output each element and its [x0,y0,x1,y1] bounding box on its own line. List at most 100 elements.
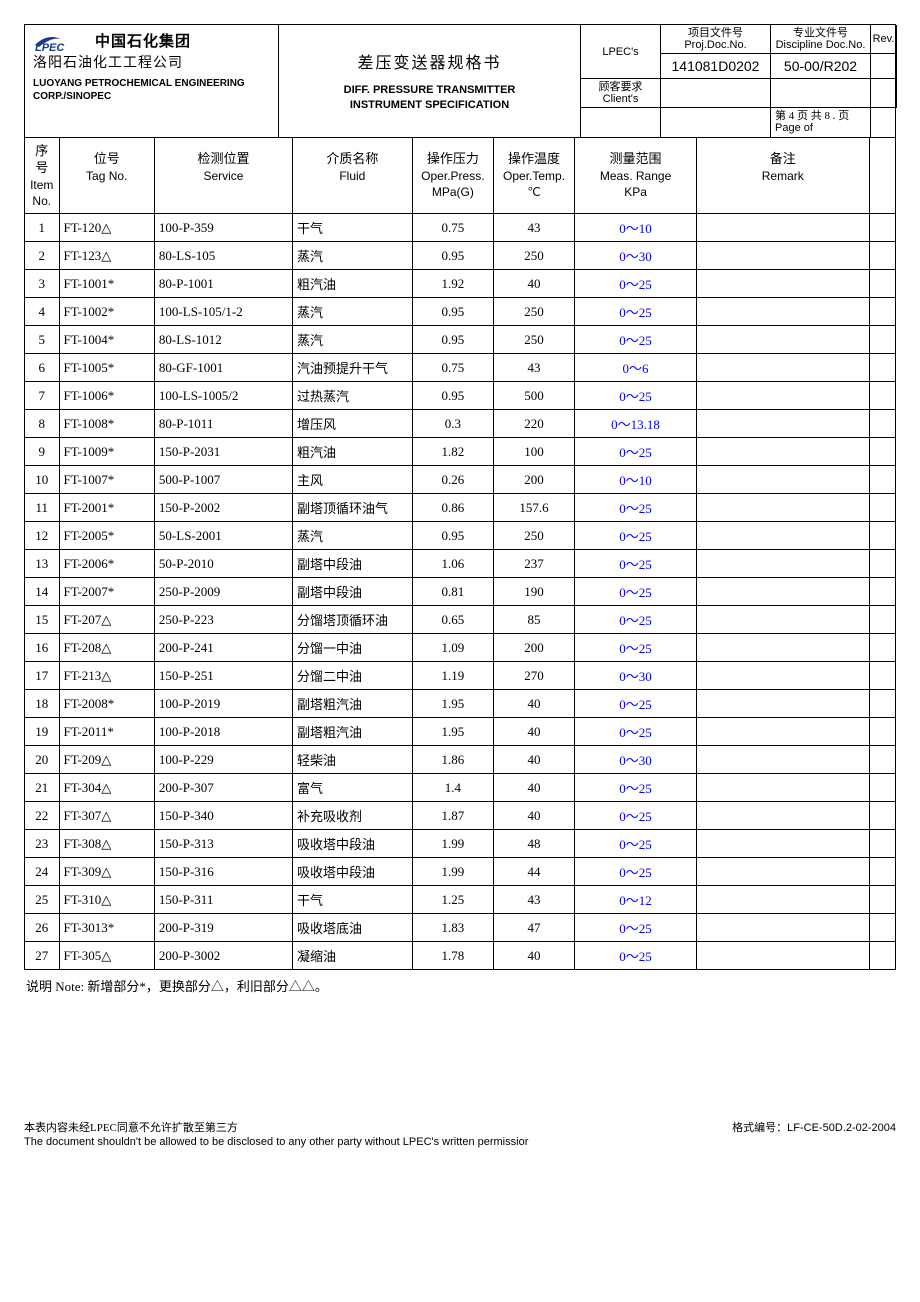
cell-rev [869,774,895,802]
cell-temp: 250 [493,298,574,326]
table-row: 26FT-3013*200-P-319吸收塔底油1.83470～25 [25,914,896,942]
cell-press: 1.09 [412,634,493,662]
cell-service: 200-P-307 [154,774,292,802]
cell-remark [696,298,869,326]
cell-no: 13 [25,550,60,578]
cell-tag: FT-1009* [59,438,154,466]
cell-tag: FT-3013* [59,914,154,942]
cell-range: 0～25 [575,326,697,354]
cell-rev [869,494,895,522]
cell-remark [696,354,869,382]
table-row: 2FT-123△80-LS-105蒸汽0.952500～30 [25,242,896,270]
cell-press: 0.95 [412,242,493,270]
table-row: 23FT-308△150-P-313吸收塔中段油1.99480～25 [25,830,896,858]
cell-no: 18 [25,690,60,718]
cell-press: 0.3 [412,410,493,438]
cell-press: 1.78 [412,942,493,970]
company-name-cn2: 洛阳石油化工工程公司 [33,55,270,73]
th-temp: 操作温度 Oper.Temp. ℃ [493,137,574,213]
cell-temp: 270 [493,662,574,690]
table-row: 13FT-2006*50-P-2010副塔中段油1.062370～25 [25,550,896,578]
lpec-label: LPEC's [581,25,661,79]
cell-fluid: 干气 [292,886,412,914]
cell-rev [869,578,895,606]
table-row: 10FT-1007*500-P-1007主风0.262000～10 [25,466,896,494]
table-header-row: 序号 Item No. 位号 Tag No. 检测位置 Service 介质名称… [25,137,896,213]
cell-range: 0～25 [575,830,697,858]
cell-tag: FT-1002* [59,298,154,326]
cell-temp: 48 [493,830,574,858]
cell-tag: FT-213△ [59,662,154,690]
cell-tag: FT-2007* [59,578,154,606]
cell-fluid: 副塔顶循环油气 [292,494,412,522]
cell-fluid: 分馏一中油 [292,634,412,662]
table-row: 7FT-1006*100-LS-1005/2过热蒸汽0.955000～25 [25,382,896,410]
cell-remark [696,662,869,690]
company-name-cn1: 中国石化集团 [95,33,191,52]
rev-label: Rev. [871,25,897,54]
cell-service: 100-P-229 [154,746,292,774]
table-row: 3FT-1001*80-P-1001粗汽油1.92400～25 [25,270,896,298]
cell-rev [869,382,895,410]
table-row: 8FT-1008*80-P-1011增压风0.32200～13.18 [25,410,896,438]
cell-service: 500-P-1007 [154,466,292,494]
cell-remark [696,886,869,914]
cell-press: 0.86 [412,494,493,522]
disc-doc-label: 专业文件号 Discipline Doc.No. [771,25,871,54]
cell-remark [696,410,869,438]
cell-rev [869,914,895,942]
th-range: 测量范围 Meas. Range KPa [575,137,697,213]
cell-fluid: 增压风 [292,410,412,438]
cell-rev [869,438,895,466]
table-row: 16FT-208△200-P-241分馏一中油1.092000～25 [25,634,896,662]
cell-tag: FT-2006* [59,550,154,578]
cell-service: 100-P-2019 [154,690,292,718]
cell-no: 25 [25,886,60,914]
cell-service: 200-P-241 [154,634,292,662]
table-row: 22FT-307△150-P-340补充吸收剂1.87400～25 [25,802,896,830]
cell-temp: 40 [493,774,574,802]
th-remark: 备注 Remark [696,137,869,213]
cell-service: 250-P-2009 [154,578,292,606]
cell-tag: FT-308△ [59,830,154,858]
cell-no: 19 [25,718,60,746]
cell-fluid: 蒸汽 [292,298,412,326]
cell-tag: FT-2005* [59,522,154,550]
cell-service: 80-P-1001 [154,270,292,298]
table-row: 25FT-310△150-P-311干气1.25430～12 [25,886,896,914]
cell-press: 1.19 [412,662,493,690]
table-row: 15FT-207△250-P-223分馏塔顶循环油0.65850～25 [25,606,896,634]
cell-rev [869,746,895,774]
cell-service: 150-P-2002 [154,494,292,522]
cell-fluid: 副塔粗汽油 [292,690,412,718]
cell-rev [869,214,895,242]
cell-rev [869,606,895,634]
cell-temp: 43 [493,354,574,382]
cell-range: 0～12 [575,886,697,914]
cell-fluid: 副塔中段油 [292,578,412,606]
cell-tag: FT-310△ [59,886,154,914]
cell-rev [869,662,895,690]
cell-tag: FT-2008* [59,690,154,718]
cell-remark [696,242,869,270]
cell-temp: 85 [493,606,574,634]
cell-tag: FT-1001* [59,270,154,298]
cell-rev [869,466,895,494]
hdr-blank-3 [581,108,661,136]
cell-remark [696,634,869,662]
cell-range: 0～6 [575,354,697,382]
cell-tag: FT-123△ [59,242,154,270]
cell-temp: 44 [493,858,574,886]
proj-doc-no: 141081D0202 [661,54,771,79]
cell-temp: 200 [493,466,574,494]
cell-press: 1.92 [412,270,493,298]
cell-rev [869,718,895,746]
cell-rev [869,858,895,886]
cell-no: 4 [25,298,60,326]
cell-remark [696,326,869,354]
cell-temp: 250 [493,522,574,550]
cell-service: 50-P-2010 [154,550,292,578]
cell-range: 0～25 [575,550,697,578]
table-row: 14FT-2007*250-P-2009副塔中段油0.811900～25 [25,578,896,606]
cell-service: 150-P-340 [154,802,292,830]
